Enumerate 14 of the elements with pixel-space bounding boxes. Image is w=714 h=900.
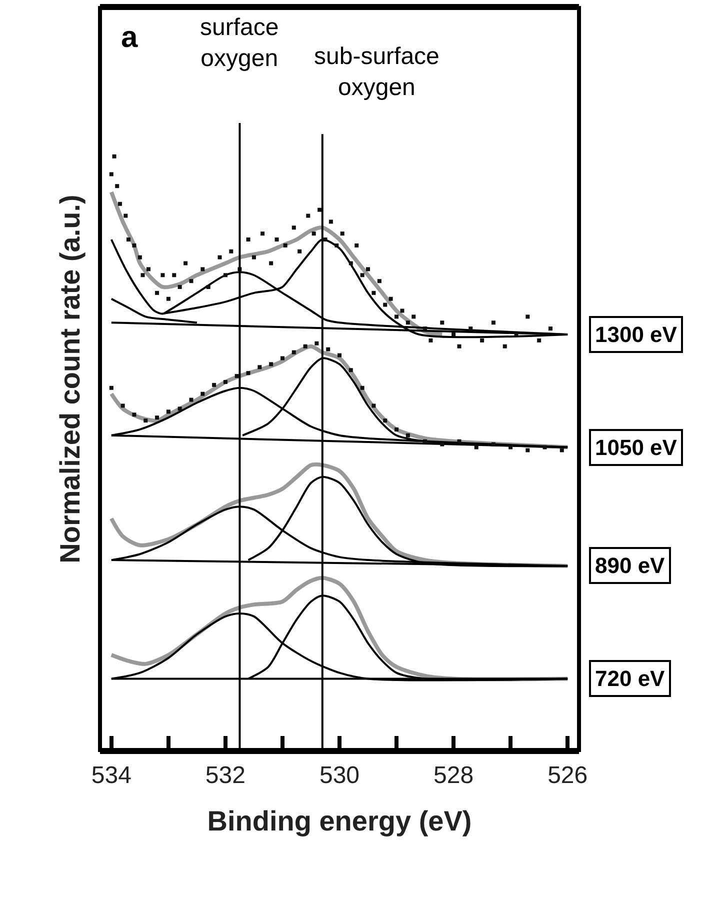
y-axis-title: Normalized count rate (a.u.) — [54, 194, 86, 564]
x-tick-label: 530 — [319, 762, 360, 789]
series-label: 1050 eV — [595, 435, 678, 460]
ref-line-label: surface oxygen — [200, 14, 279, 72]
x-axis-title: Binding energy (eV) — [207, 805, 472, 836]
series-label: 890 eV — [595, 553, 666, 578]
x-tick-label: 526 — [548, 762, 588, 789]
series-label: 720 eV — [595, 666, 666, 691]
x-tick-label: 532 — [205, 762, 246, 789]
x-tick-label: 528 — [434, 762, 474, 789]
text: a — [121, 21, 138, 54]
x-tick-label: 534 — [91, 762, 132, 789]
text: 1300 eV — [595, 322, 678, 347]
ref-line-label: sub-surface oxygen — [314, 43, 440, 102]
